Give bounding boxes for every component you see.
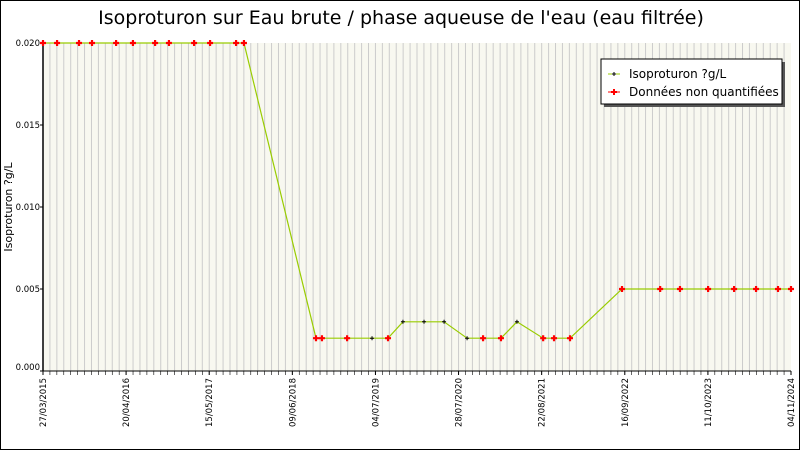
data-point-non-quantified xyxy=(233,40,240,46)
data-point xyxy=(422,319,427,324)
data-point-non-quantified xyxy=(788,286,794,292)
x-tick-label: 28/07/2020 xyxy=(455,378,465,427)
data-point-non-quantified xyxy=(152,40,159,46)
x-tick-label: 27/03/2015 xyxy=(39,378,49,427)
data-point-non-quantified xyxy=(551,335,558,342)
data-point-non-quantified xyxy=(240,40,247,46)
data-point-non-quantified xyxy=(705,286,712,292)
legend-box xyxy=(600,58,783,105)
data-point-non-quantified xyxy=(753,286,760,292)
data-point-non-quantified xyxy=(318,335,325,342)
data-point xyxy=(400,319,405,324)
data-point-non-quantified xyxy=(54,40,61,46)
y-tick-label: 0.020 xyxy=(16,39,40,49)
x-tick-label: 09/06/2018 xyxy=(288,378,298,427)
data-point xyxy=(370,336,375,341)
data-point-non-quantified xyxy=(731,286,738,292)
chart-title: Isoproturon sur Eau brute / phase aqueus… xyxy=(98,7,704,29)
data-point-non-quantified xyxy=(312,335,319,342)
data-point-non-quantified xyxy=(76,40,83,46)
data-point xyxy=(465,336,470,341)
data-point-non-quantified xyxy=(676,286,683,292)
data-point-non-quantified xyxy=(497,335,504,342)
legend-label: Données non quantifiées xyxy=(629,85,779,99)
x-tick-label: 20/04/2016 xyxy=(122,378,132,427)
y-tick-label: 0.015 xyxy=(16,121,40,131)
legend-nq-marker xyxy=(611,89,617,95)
data-point-non-quantified xyxy=(89,40,96,46)
legend-quantified-marker xyxy=(612,72,616,76)
x-tick-label: 22/08/2021 xyxy=(538,378,548,427)
data-point xyxy=(442,319,447,324)
x-tick-label: 11/10/2023 xyxy=(704,378,714,427)
data-point-non-quantified xyxy=(113,40,120,46)
x-tick-label: 16/09/2022 xyxy=(621,378,631,427)
y-tick-label: 0.005 xyxy=(16,285,40,295)
y-tick-label: 0.000 xyxy=(16,363,40,373)
x-tick-label: 04/11/2024 xyxy=(787,378,797,427)
data-point-non-quantified xyxy=(480,335,487,342)
x-tick-label: 15/05/2017 xyxy=(205,378,215,427)
x-tick-label: 04/07/2019 xyxy=(371,378,381,427)
data-point-non-quantified xyxy=(775,286,782,292)
data-point-non-quantified xyxy=(207,40,214,46)
data-point-non-quantified xyxy=(540,335,547,342)
data-point-non-quantified xyxy=(191,40,198,46)
data-point-non-quantified xyxy=(619,286,626,292)
legend-label: Isoproturon ?g/L xyxy=(629,67,727,81)
data-point-non-quantified xyxy=(344,335,351,342)
data-point-non-quantified xyxy=(567,335,574,342)
data-point-non-quantified xyxy=(165,40,172,46)
data-point xyxy=(514,319,519,324)
data-point-non-quantified xyxy=(129,40,136,46)
y-axis-label: Isoproturon ?g/L xyxy=(2,162,15,252)
data-point-non-quantified xyxy=(385,335,392,342)
data-point-non-quantified xyxy=(657,286,664,292)
data-point-non-quantified xyxy=(40,40,46,46)
y-tick-label: 0.010 xyxy=(16,203,40,213)
